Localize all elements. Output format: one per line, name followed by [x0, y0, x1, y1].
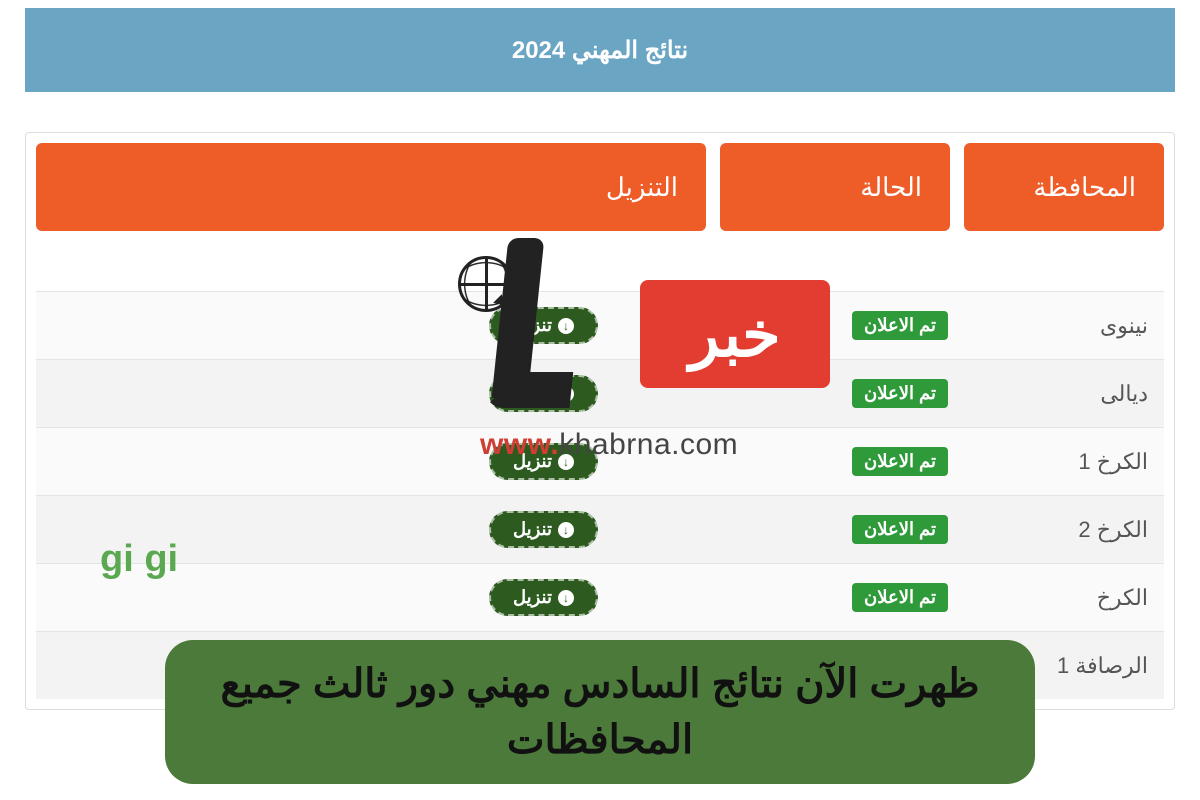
- status-cell: تم الاعلان: [718, 583, 948, 612]
- status-badge: تم الاعلان: [852, 447, 948, 476]
- status-cell: تم الاعلان: [718, 651, 948, 680]
- status-cell: تم الاعلان: [718, 379, 948, 408]
- download-button[interactable]: ↓ تنزيل: [489, 443, 598, 480]
- col-header-governorate: المحافظة: [964, 143, 1164, 231]
- governorate-cell: الكرخ: [948, 585, 1148, 611]
- status-badge: تم الاعلان: [852, 583, 948, 612]
- results-table: المحافظة الحالة التنزيل نينوىتم الاعلان↓…: [25, 132, 1175, 710]
- status-cell: تم الاعلان: [718, 311, 948, 340]
- download-button[interactable]: ↓ تنزيل: [489, 375, 598, 412]
- page: نتائج المهني 2024 المحافظة الحالة التنزي…: [0, 8, 1200, 800]
- download-button[interactable]: ↓ تنزيل: [489, 307, 598, 344]
- table-row: نينوىتم الاعلان ↓ تنزيل: [36, 291, 1164, 359]
- status-cell: تم الاعلان: [718, 515, 948, 544]
- download-cell: ↓ تنزيل: [52, 443, 718, 480]
- table-body: نينوىتم الاعلان↓تنزيلديالىتم الاعلان↓تنز…: [36, 291, 1164, 699]
- governorate-cell: نينوى: [948, 313, 1148, 339]
- status-badge: تم الاعلان: [852, 379, 948, 408]
- download-button[interactable]: ↓ تنزيل: [489, 647, 598, 684]
- status-badge: تم الاعلان: [852, 515, 948, 544]
- governorate-cell: الرصافة 1: [948, 653, 1148, 679]
- table-row: الرصافة 1تم الاعلان ↓ تنزيل: [36, 631, 1164, 699]
- download-cell: ↓ تنزيل: [52, 647, 718, 684]
- download-cell: ↓ تنزيل: [52, 307, 718, 344]
- table-row: الكرخ 2تم الاعلان ↓ تنزيل: [36, 495, 1164, 563]
- download-icon: ↓: [558, 522, 574, 538]
- download-icon: ↓: [558, 658, 574, 674]
- download-button-label: تنزيل: [513, 451, 552, 472]
- governorate-cell: الكرخ 1: [948, 449, 1148, 475]
- download-button[interactable]: ↓ تنزيل: [489, 511, 598, 548]
- download-button-label: تنزيل: [513, 315, 552, 336]
- status-cell: تم الاعلان: [718, 447, 948, 476]
- download-icon: ↓: [558, 318, 574, 334]
- download-icon: ↓: [558, 590, 574, 606]
- download-button-label: تنزيل: [513, 587, 552, 608]
- download-button-label: تنزيل: [513, 655, 552, 676]
- download-button[interactable]: ↓ تنزيل: [489, 579, 598, 616]
- table-row: الكرختم الاعلان ↓ تنزيل: [36, 563, 1164, 631]
- status-badge: تم الاعلان: [852, 311, 948, 340]
- download-button-label: تنزيل: [513, 519, 552, 540]
- governorate-cell: ديالى: [948, 381, 1148, 407]
- download-cell: ↓ تنزيل: [52, 579, 718, 616]
- download-icon: ↓: [558, 454, 574, 470]
- governorate-cell: الكرخ 2: [948, 517, 1148, 543]
- status-badge: تم الاعلان: [852, 651, 948, 680]
- download-cell: ↓ تنزيل: [52, 511, 718, 548]
- table-row: ديالىتم الاعلان ↓ تنزيل: [36, 359, 1164, 427]
- col-header-download: التنزيل: [36, 143, 706, 231]
- download-icon: ↓: [558, 386, 574, 402]
- col-header-status: الحالة: [720, 143, 950, 231]
- table-row: الكرخ 1تم الاعلان ↓ تنزيل: [36, 427, 1164, 495]
- results-banner: نتائج المهني 2024: [25, 8, 1175, 92]
- download-cell: ↓ تنزيل: [52, 375, 718, 412]
- download-button-label: تنزيل: [513, 383, 552, 404]
- table-header-row: المحافظة الحالة التنزيل: [36, 143, 1164, 231]
